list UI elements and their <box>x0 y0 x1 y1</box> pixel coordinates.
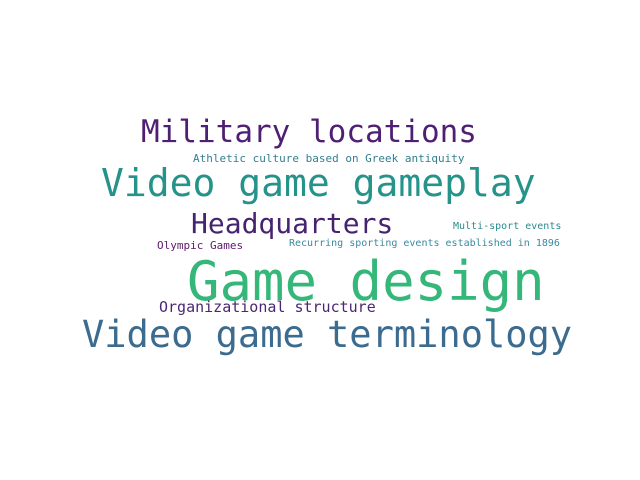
word-video-game-terminology: Video game terminology <box>82 313 573 356</box>
word-organizational-structure: Organizational structure <box>159 298 376 316</box>
word-multi-sport-events: Multi-sport events <box>453 221 562 232</box>
word-headquarters: Headquarters <box>191 207 394 240</box>
word-game-design: Game design <box>187 250 545 313</box>
word-military-locations: Military locations <box>141 114 477 150</box>
word-recurring-sporting-events: Recurring sporting events established in… <box>289 238 560 249</box>
word-olympic-games: Olympic Games <box>157 239 244 252</box>
word-video-game-gameplay: Video game gameplay <box>101 161 536 205</box>
word-athletic-culture: Athletic culture based on Greek antiquit… <box>193 152 465 165</box>
